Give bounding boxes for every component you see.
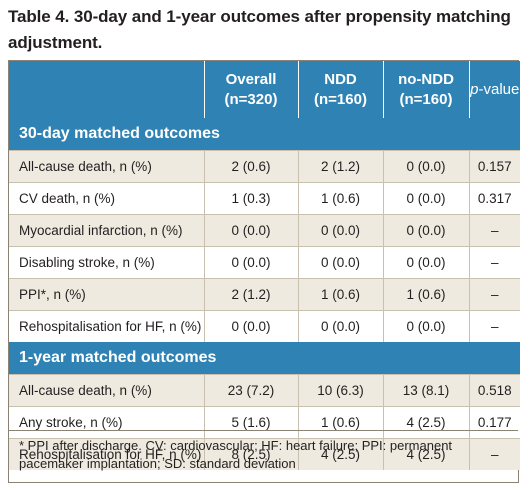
table-row: All-cause death, n (%) 23 (7.2) 10 (6.3) 13… (9, 374, 520, 407)
cell-nondd: 1 (0.6) (382, 278, 469, 311)
header-overall-label: Overall (225, 70, 277, 88)
table-title: Table 4. 30-day and 1-year outcomes afte… (8, 7, 511, 52)
cell-ndd: 0 (0.0) (297, 214, 383, 247)
row-label: PPI*, n (%) (9, 278, 204, 311)
cell-overall: 1 (0.3) (203, 182, 298, 215)
header-row: Overall (n=320) NDD (n=160) no-NDD (n=16… (9, 61, 520, 118)
table-row: All-cause death, n (%) 2 (0.6) 2 (1.2) 0 (0… (9, 150, 520, 183)
section-header-row: 30-day matched outcomes (9, 118, 520, 151)
cell-nondd: 0 (0.0) (382, 214, 469, 247)
section-title: 30-day matched outcomes (9, 118, 520, 151)
cell-p-value: – (468, 278, 520, 311)
cell-p-value: – (468, 438, 520, 470)
cell-p-value: 0.157 (468, 150, 520, 183)
table-row: Any stroke, n (%) 5 (1.6) 1 (0.6) 4 (2.5) 0.… (9, 406, 520, 439)
cell-ndd: 1 (0.6) (297, 278, 383, 311)
header-nondd-n: (n=160) (399, 90, 453, 108)
table-body: 30-day matched outcomes All-cause death, … (9, 118, 520, 470)
row-label: Rehospitalisation for HF, n (%) (9, 438, 204, 470)
cell-nondd: 0 (0.0) (382, 182, 469, 215)
cell-p-value: 0.177 (468, 406, 520, 439)
cell-overall: 0 (0.0) (203, 246, 298, 279)
cell-p-value: – (468, 310, 520, 342)
section-title: 1-year matched outcomes (9, 342, 520, 375)
header-p-value: p-value (468, 61, 520, 118)
header-empty-cell (9, 61, 204, 118)
cell-nondd: 4 (2.5) (382, 406, 469, 439)
cell-nondd: 0 (0.0) (382, 246, 469, 279)
cell-nondd: 4 (2.5) (382, 438, 469, 470)
cell-p-value: – (468, 214, 520, 247)
cell-overall: 8 (2.5) (203, 438, 298, 470)
row-label: Any stroke, n (%) (9, 406, 204, 439)
header-p-rest: -value (478, 80, 520, 98)
cell-nondd: 13 (8.1) (382, 374, 469, 407)
header-overall: Overall (n=320) (203, 61, 298, 118)
header-ndd-label: NDD (324, 70, 357, 88)
header-ndd: NDD (n=160) (297, 61, 383, 118)
header-overall-n: (n=320) (224, 90, 278, 108)
cell-overall: 2 (1.2) (203, 278, 298, 311)
header-p-italic: p (470, 80, 479, 98)
row-label: All-cause death, n (%) (9, 150, 204, 183)
table-row: Myocardial infarction, n (%) 0 (0.0) 0 (0.… (9, 214, 520, 247)
cell-nondd: 0 (0.0) (382, 150, 469, 183)
cell-ndd: 1 (0.6) (297, 182, 383, 215)
row-label: CV death, n (%) (9, 182, 204, 215)
cell-ndd: 10 (6.3) (297, 374, 383, 407)
cell-overall: 5 (1.6) (203, 406, 298, 439)
cell-ndd: 2 (1.2) (297, 150, 383, 183)
table-row: CV death, n (%) 1 (0.3) 1 (0.6) 0 (0.0) 0.31… (9, 182, 520, 215)
header-nondd: no-NDD (n=160) (382, 61, 469, 118)
table-row: PPI*, n (%) 2 (1.2) 1 (0.6) 1 (0.6) – (9, 278, 520, 311)
cell-overall: 23 (7.2) (203, 374, 298, 407)
table-footnote: * PPI after discharge. CV: cardiovascula… (9, 430, 518, 482)
table-frame: Overall (n=320) NDD (n=160) no-NDD (n=16… (8, 60, 520, 483)
table-row: Disabling stroke, n (%) 0 (0.0) 0 (0.0) 0 (… (9, 246, 520, 279)
outcomes-table: Overall (n=320) NDD (n=160) no-NDD (n=16… (9, 61, 520, 470)
cell-overall: 0 (0.0) (203, 214, 298, 247)
section-header-row: 1-year matched outcomes (9, 342, 520, 375)
cell-overall: 0 (0.0) (203, 310, 298, 342)
row-label: All-cause death, n (%) (9, 374, 204, 407)
row-label: Disabling stroke, n (%) (9, 246, 204, 279)
header-nondd-label: no-NDD (398, 70, 454, 88)
row-label: Rehospitalisation for HF, n (%) (9, 310, 204, 342)
cell-p-value: 0.518 (468, 374, 520, 407)
cell-ndd: 0 (0.0) (297, 246, 383, 279)
cell-overall: 2 (0.6) (203, 150, 298, 183)
cell-ndd: 1 (0.6) (297, 406, 383, 439)
cell-nondd: 0 (0.0) (382, 310, 469, 342)
cell-p-value: 0.317 (468, 182, 520, 215)
table-row: Rehospitalisation for HF, n (%) 0 (0.0) 0 … (9, 310, 520, 342)
table-row: Rehospitalisation for HF, n (%) 8 (2.5) 4 … (9, 438, 520, 470)
row-label: Myocardial infarction, n (%) (9, 214, 204, 247)
cell-ndd: 4 (2.5) (297, 438, 383, 470)
cell-p-value: – (468, 246, 520, 279)
header-ndd-n: (n=160) (314, 90, 367, 108)
cell-ndd: 0 (0.0) (297, 310, 383, 342)
